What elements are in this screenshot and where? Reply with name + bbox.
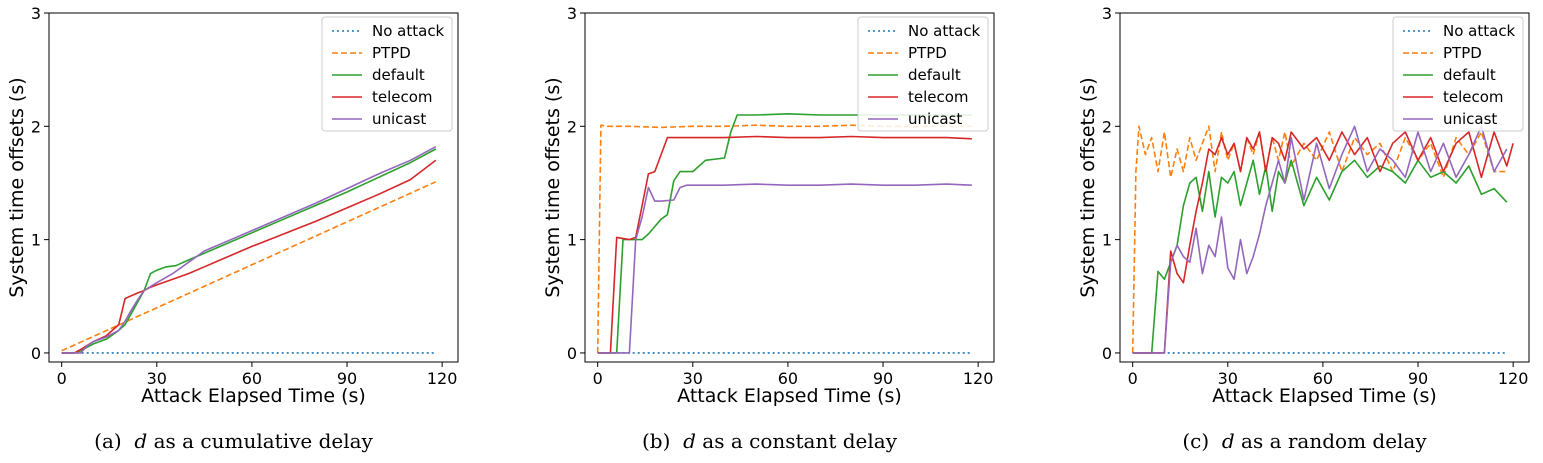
legend-label: default [1443, 66, 1496, 84]
caption-text: as a random delay [1241, 429, 1427, 453]
legend-label: PTPD [1443, 44, 1482, 62]
x-tick-label: 120 [963, 369, 994, 388]
caption-label: (a) [94, 429, 122, 453]
y-tick-label: 3 [1102, 4, 1112, 23]
x-tick-label: 120 [427, 369, 458, 388]
axes-frame [1119, 12, 1530, 363]
panel-a: 0 30 60 90 120 0 1 2 3 Attack Elapsed Time (s) Sys… [6, 4, 459, 453]
y-axis-label: System time offsets (s) [1077, 77, 1099, 297]
legend-box [321, 16, 453, 132]
panel-caption: (c) d as a random delay [1182, 429, 1427, 453]
legend-label: No attack [908, 22, 981, 40]
x-tick-label: 90 [873, 369, 893, 388]
y-tick-label: 1 [567, 231, 577, 250]
caption-label: (c) [1182, 429, 1209, 453]
y-axis-label: System time offsets (s) [6, 77, 28, 297]
series-line-unicast [61, 145, 437, 354]
legend-label: unicast [1443, 110, 1497, 128]
y-tick-label: 0 [567, 344, 577, 363]
x-tick-label: 60 [1313, 369, 1333, 388]
legend-box [857, 16, 989, 132]
legend-label: telecom [372, 88, 433, 106]
series-line-telecom [61, 159, 437, 354]
x-tick-label: 120 [1498, 369, 1529, 388]
y-tick-label: 1 [31, 231, 41, 250]
caption-variable: d [134, 429, 147, 453]
x-tick-label: 60 [242, 369, 262, 388]
legend-label: default [372, 66, 425, 84]
legend-label: No attack [1443, 22, 1516, 40]
y-axis-label: System time offsets (s) [542, 77, 564, 297]
x-tick-label: 0 [57, 369, 67, 388]
x-tick-label: 0 [593, 369, 603, 388]
legend: No attack PTPD default telecom unicast [1392, 16, 1524, 132]
caption-variable: d [683, 429, 696, 453]
y-tick-label: 2 [31, 117, 41, 136]
x-tick-label: 30 [147, 369, 167, 388]
series-line-telecom [1132, 131, 1514, 354]
series-line-default [1132, 159, 1508, 354]
panel-caption: (b) d as a constant delay [642, 429, 898, 453]
x-tick-label: 0 [1128, 369, 1138, 388]
x-tick-label: 90 [337, 369, 357, 388]
x-axis-label: Attack Elapsed Time (s) [1212, 385, 1437, 407]
y-tick-label: 2 [567, 117, 577, 136]
series-line-unicast [1132, 125, 1508, 354]
x-tick-label: 90 [1408, 369, 1428, 388]
axes-frame [48, 12, 459, 363]
series-line-default [597, 113, 972, 354]
y-tick-label: 1 [1102, 231, 1112, 250]
x-tick-label: 30 [683, 369, 703, 388]
legend-label: default [908, 66, 961, 84]
legend-label: PTPD [372, 44, 411, 62]
series-line-telecom [597, 135, 972, 354]
legend-label: unicast [908, 110, 962, 128]
caption-text: as a cumulative delay [154, 429, 374, 453]
x-axis-label: Attack Elapsed Time (s) [141, 385, 366, 407]
panel-b: 0 30 60 90 120 0 1 2 3 Attack Elapsed Time (s) Sys… [542, 4, 995, 453]
panel-caption: (a) d as a cumulative delay [94, 429, 373, 453]
series-line-ptpd [1131, 125, 1507, 353]
legend-label: telecom [1443, 88, 1504, 106]
caption-variable: d [1222, 429, 1235, 453]
panel-c: 0 30 60 90 120 0 1 2 3 Attack Elapsed Time (s) Sys… [1077, 4, 1530, 453]
x-tick-label: 30 [1218, 369, 1238, 388]
legend-label: No attack [372, 22, 445, 40]
y-tick-label: 0 [1102, 344, 1112, 363]
x-tick-label: 60 [778, 369, 798, 388]
legend-label: telecom [908, 88, 969, 106]
legend-label: PTPD [908, 44, 947, 62]
caption-label: (b) [642, 429, 670, 453]
legend-label: unicast [372, 110, 426, 128]
series-line-unicast [597, 183, 972, 354]
legend-box [1392, 16, 1524, 132]
caption-text: as a constant delay [702, 429, 897, 453]
x-axis-label: Attack Elapsed Time (s) [677, 385, 902, 407]
series-line-default [61, 148, 437, 354]
y-tick-label: 2 [1102, 117, 1112, 136]
y-tick-label: 3 [567, 4, 577, 23]
axes-frame [584, 12, 995, 363]
y-tick-label: 3 [31, 4, 41, 23]
series-line-ptpd [596, 124, 972, 353]
y-tick-label: 0 [31, 344, 41, 363]
legend: No attack PTPD default telecom unicast [321, 16, 453, 132]
legend: No attack PTPD default telecom unicast [857, 16, 989, 132]
